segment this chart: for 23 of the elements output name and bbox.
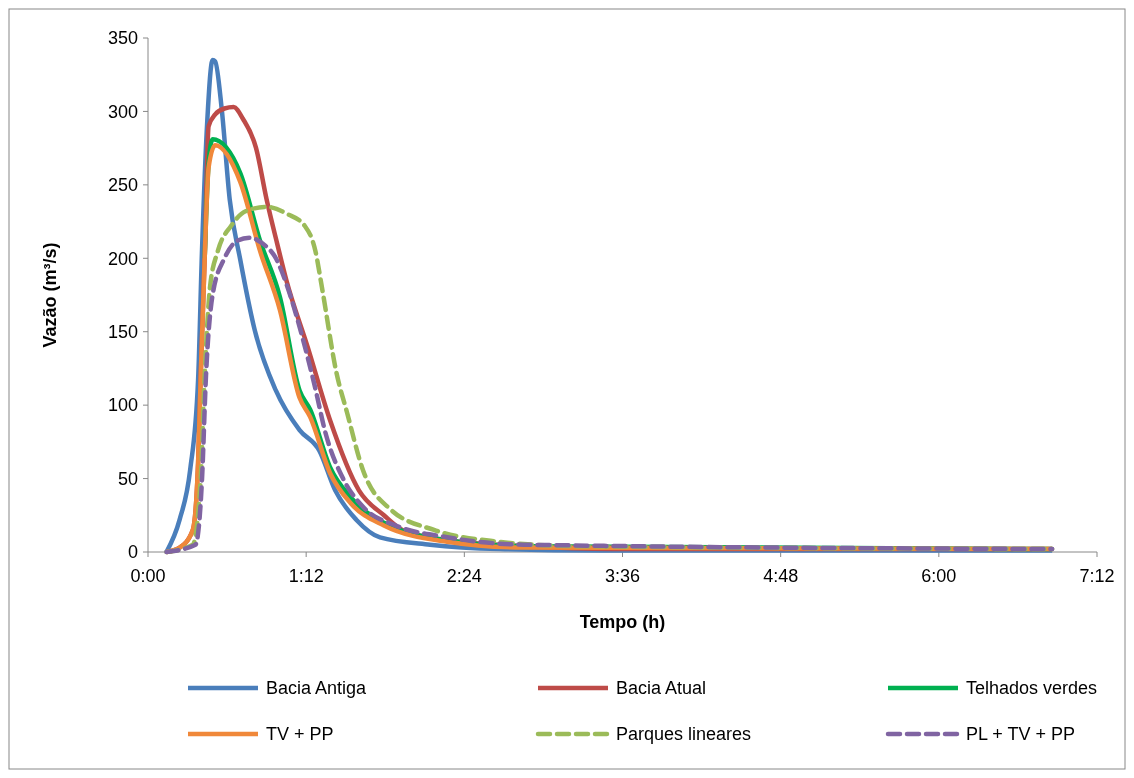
y-tick-label: 0	[127, 542, 138, 563]
legend-label: Telhados verdes	[966, 678, 1098, 699]
x-axis-title: Tempo (h)	[579, 612, 666, 632]
y-tick-label: 300	[107, 101, 138, 122]
y-tick-label: 200	[107, 248, 138, 269]
y-tick-label: 50	[117, 468, 138, 489]
legend-label: Bacia Atual	[616, 678, 707, 699]
legend-label: Parques lineares	[616, 724, 752, 745]
x-tick-label: 3:36	[604, 566, 641, 586]
legend-label: Bacia Antiga	[266, 678, 368, 699]
x-tick-label: 7:12	[1079, 566, 1115, 586]
legend-label: TV + PP	[266, 724, 334, 745]
x-tick-label: 6:00	[921, 566, 957, 586]
x-tick-label: 1:12	[288, 566, 324, 586]
y-axis-title: Vazão (m³/s)	[40, 242, 60, 348]
y-tick-label: 350	[107, 28, 138, 49]
x-tick-label: 2:24	[446, 566, 482, 586]
y-tick-label: 250	[107, 175, 138, 196]
x-tick-label: 4:48	[763, 566, 799, 586]
y-tick-label: 100	[107, 395, 138, 416]
y-tick-label: 150	[107, 322, 138, 343]
x-tick-label: 0:00	[130, 566, 166, 586]
legend-label: PL + TV + PP	[966, 724, 1076, 745]
